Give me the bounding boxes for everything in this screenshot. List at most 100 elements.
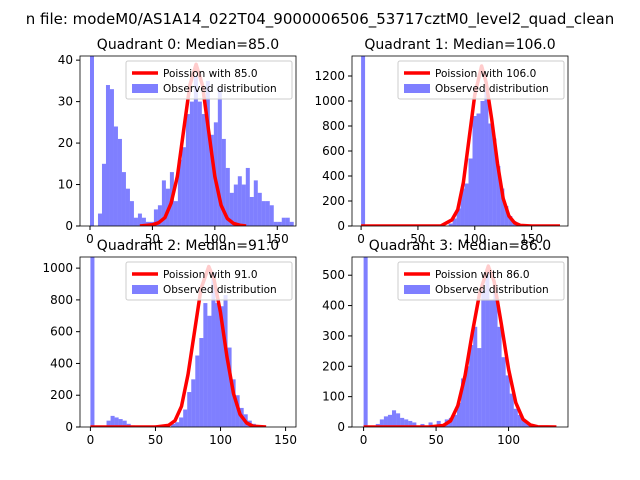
histogram-bar [122, 420, 127, 427]
subplot-title: Quadrant 3: Median=86.0 [369, 238, 551, 254]
x-tick-label: 150 [274, 433, 297, 447]
plot-marks [363, 257, 557, 427]
histogram-bar [121, 172, 126, 226]
x-tick-label: 100 [463, 232, 486, 246]
histogram-bar [501, 357, 506, 427]
histogram-bar [387, 414, 393, 427]
legend-bar-swatch [404, 84, 430, 93]
legend-line-label: Poission with 86.0 [435, 269, 530, 281]
y-tick-label: 40 [58, 53, 73, 67]
x-tick-label: 100 [203, 232, 226, 246]
histogram-bar [191, 379, 196, 427]
x-tick-label: 100 [497, 433, 520, 447]
plot-marks [90, 257, 267, 427]
histogram-bar [505, 375, 510, 427]
legend-bar-swatch [132, 285, 158, 294]
y-tick-label: 400 [322, 299, 345, 313]
histogram-bar [488, 123, 493, 226]
y-tick-label: 1000 [314, 94, 345, 108]
axes-frame [351, 55, 569, 227]
legend: Poission with 91.0 Observed distribution [125, 261, 293, 301]
histogram-bar [217, 89, 222, 226]
legend-bar-label: Observed distribution [163, 284, 277, 296]
histogram-bar [193, 76, 198, 226]
y-tick-label: 600 [322, 144, 345, 158]
histogram-bar [460, 188, 465, 226]
histogram-bar [500, 188, 505, 226]
x-tick-label: 0 [86, 232, 94, 246]
histogram-bar [114, 417, 119, 427]
histogram-bar [281, 217, 286, 226]
histogram-bar [404, 419, 409, 427]
y-tick-label: 400 [322, 169, 345, 183]
histogram-bar [492, 138, 497, 226]
histogram-bar [183, 409, 188, 427]
histogram-bar [517, 414, 522, 427]
histogram-bar [476, 113, 481, 226]
histogram-bar [225, 167, 230, 226]
histogram-bar [207, 315, 212, 427]
histogram-bar [461, 378, 466, 427]
y-tick-label: 200 [322, 359, 345, 373]
x-tick-label: 100 [209, 433, 232, 447]
histogram-bar [473, 326, 478, 427]
histogram-bar [211, 272, 216, 427]
plot-marks [361, 56, 560, 226]
histogram-bar [141, 217, 146, 226]
histogram-bar [110, 415, 115, 427]
histogram-bar [497, 326, 502, 427]
histogram-bar [428, 422, 433, 427]
histogram-bar [175, 422, 180, 427]
subplot-1: 0 50 100 150 0 200 400 600 800 1000 1200 Poission w… [314, 37, 569, 246]
histogram-bar [233, 184, 238, 226]
histogram-bar [137, 213, 142, 226]
histogram-bar [173, 201, 178, 226]
histogram-bar [215, 303, 220, 427]
histogram-bar [269, 205, 274, 226]
subplot-3: 0 50 100 0 100 200 300 400 500 Poission with 86.0… [322, 238, 569, 447]
histogram-bar [205, 80, 210, 226]
histogram-bar [197, 101, 202, 226]
histogram-bar [257, 192, 262, 226]
legend-bar-label: Observed distribution [435, 83, 549, 95]
y-tick-label: 30 [58, 95, 73, 109]
legend-box [397, 261, 565, 301]
histogram-bar [363, 257, 368, 427]
plot-marks [89, 56, 294, 226]
x-tick-label: 50 [410, 232, 425, 246]
y-tick-label: 100 [322, 390, 345, 404]
legend-box [397, 60, 565, 100]
x-tick-label: 0 [360, 433, 368, 447]
y-tick-label: 200 [50, 388, 73, 402]
histogram-bar [106, 420, 111, 427]
histogram-bar [480, 101, 485, 226]
histogram-bar [504, 206, 509, 226]
histogram-bar [468, 158, 473, 226]
histogram-bar [229, 192, 234, 226]
legend-box [125, 60, 293, 100]
x-tick-label: 50 [145, 232, 160, 246]
y-tick-label: 20 [58, 136, 73, 150]
legend: Poission with 106.0 Observed distribution [397, 60, 565, 100]
histogram-bar [219, 306, 224, 427]
histogram-bar [113, 126, 118, 226]
y-tick-label: 1000 [42, 261, 73, 275]
histogram-bar [392, 410, 397, 427]
histogram-bar [109, 89, 114, 226]
histogram-bar [472, 116, 477, 226]
histogram-bar [464, 183, 469, 226]
subplot-grid: 0 50 100 150 0 10 20 30 40 Poission with 85.0 Obse… [42, 37, 569, 447]
histogram-bar [485, 269, 490, 427]
histogram-bar [227, 347, 232, 427]
y-tick-label: 600 [50, 325, 73, 339]
histogram-bar [508, 216, 513, 226]
y-tick-label: 400 [50, 356, 73, 370]
histogram-bar [400, 417, 405, 427]
histogram-bar [383, 416, 388, 427]
histogram-bar [273, 221, 278, 226]
histogram-bar [89, 56, 94, 226]
y-tick-label: 0 [337, 219, 345, 233]
figure-suptitle: n file: modeM0/AS1A14_022T04_9000006506_… [26, 10, 615, 29]
subplot-title: Quadrant 0: Median=85.0 [97, 37, 279, 53]
x-tick-label: 0 [357, 232, 365, 246]
